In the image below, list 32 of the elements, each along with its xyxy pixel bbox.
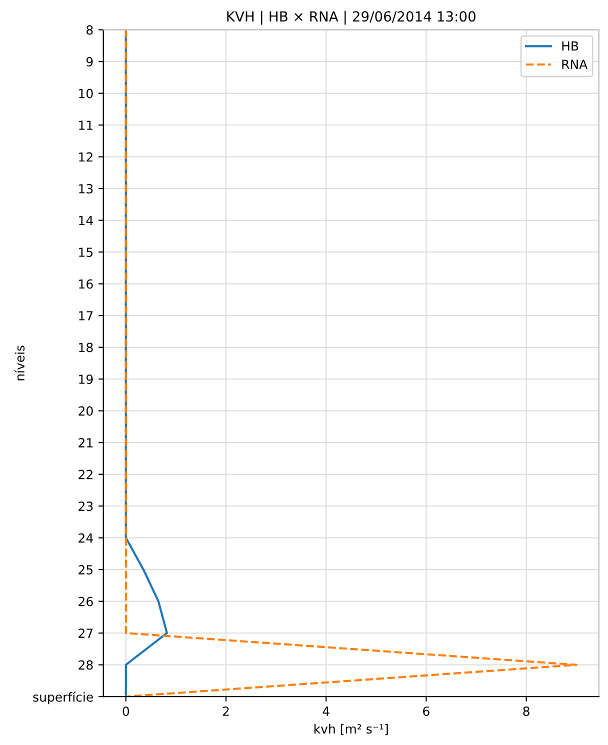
y-tick-label: 13 (79, 184, 93, 194)
x-tick-label: 2 (222, 706, 229, 716)
y-tick-label: 24 (78, 533, 93, 543)
chart-title: KVH | HB × RNA | 29/06/2014 13:00 (227, 10, 476, 25)
y-tick-label: 11 (79, 120, 92, 130)
y-tick-label: 10 (79, 88, 93, 98)
y-tick-label: 9 (86, 57, 93, 66)
y-tick-label: 23 (78, 502, 93, 511)
x-tick-label: 4 (322, 706, 330, 716)
y-tick-label: 28 (78, 660, 93, 670)
y-tick-label: 26 (78, 596, 93, 606)
y-tick-label: 25 (78, 565, 93, 574)
y-tick-label: 19 (79, 374, 93, 384)
legend-label: RNA (562, 60, 588, 69)
y-tick-label: 16 (79, 279, 93, 289)
y-tick-label: 15 (79, 248, 93, 257)
y-tick-label: 21 (78, 438, 92, 448)
y-tick-label: 22 (78, 470, 92, 480)
y-tick-label: 20 (78, 406, 93, 416)
y-tick-label: superfície (33, 692, 93, 704)
x-axis-title: kvh [m² s⁻¹] (314, 724, 388, 736)
legend-label: HB (562, 41, 578, 51)
y-tick-label: 8 (86, 25, 93, 35)
x-tick-label: 6 (423, 706, 430, 716)
y-axis-title: níveis (14, 346, 25, 380)
y-tick-label: 14 (79, 216, 93, 226)
y-tick-label: 27 (78, 628, 93, 638)
y-tick-label: 18 (79, 342, 93, 352)
y-tick-label: 17 (79, 311, 93, 320)
x-tick-label: 8 (523, 706, 530, 716)
x-tick-label: 0 (122, 706, 130, 716)
y-tick-label: 12 (79, 152, 92, 162)
